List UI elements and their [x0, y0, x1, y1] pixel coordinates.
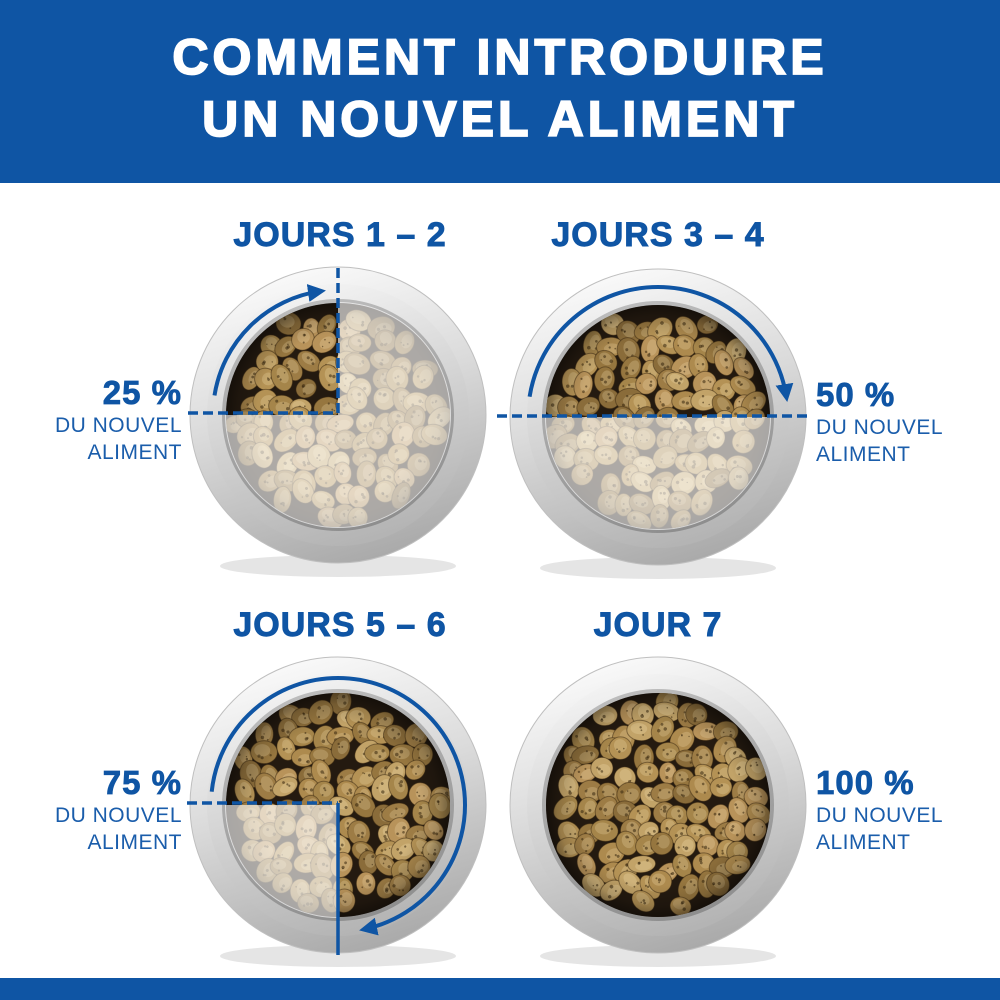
bowl-shadow [540, 557, 776, 579]
bowl-shadow [540, 945, 776, 967]
bowl-day-7 [509, 656, 807, 967]
percent-caption-line2: ALIMENT [87, 441, 182, 464]
day-range-title-5-6: JOURS 5 – 6 [233, 606, 447, 645]
day-range-title-7: JOUR 7 [593, 606, 723, 645]
bowl-shadow [220, 945, 456, 967]
day-range-title-1-2: JOURS 1 – 2 [233, 216, 447, 255]
page-title: COMMENT INTRODUIRE UN NOUVEL ALIMENT [0, 0, 1000, 150]
percent-label-100: 100 % DU NOUVEL ALIMENT [816, 764, 943, 856]
bowl-days-3-4 [509, 268, 807, 579]
header-banner: COMMENT INTRODUIRE UN NOUVEL ALIMENT [0, 0, 1000, 183]
percent-caption-line1: DU NOUVEL [54, 414, 182, 437]
percent-caption-line1: DU NOUVEL [54, 804, 182, 827]
old-food-fade-overlay [225, 302, 451, 528]
bowl-days-1-2 [189, 266, 487, 577]
old-food-fade-overlay [545, 417, 771, 530]
percent-caption-line2: ALIMENT [87, 831, 182, 854]
percent-value: 25 % [102, 374, 182, 412]
page-title-line2: UN NOUVEL ALIMENT [201, 90, 798, 148]
day-range-title-3-4: JOURS 3 – 4 [551, 216, 765, 255]
percent-value: 100 % [816, 764, 915, 802]
percent-caption-line2: ALIMENT [816, 831, 911, 854]
bowl-days-5-6 [189, 656, 487, 967]
percent-label-50: 50 % DU NOUVEL ALIMENT [816, 376, 943, 468]
percent-caption-line2: ALIMENT [816, 443, 911, 466]
page-title-line1: COMMENT INTRODUIRE [171, 28, 828, 86]
percent-label-25: 25 % DU NOUVEL ALIMENT [55, 374, 182, 466]
percent-value: 75 % [102, 764, 182, 802]
bowl-shadow [220, 555, 456, 577]
percent-caption-line1: DU NOUVEL [816, 804, 944, 827]
percent-label-75: 75 % DU NOUVEL ALIMENT [55, 764, 182, 856]
percent-caption-line1: DU NOUVEL [816, 416, 944, 439]
percent-value: 50 % [816, 376, 896, 414]
interior-shading [546, 693, 770, 917]
footer-bar [0, 978, 1000, 1000]
